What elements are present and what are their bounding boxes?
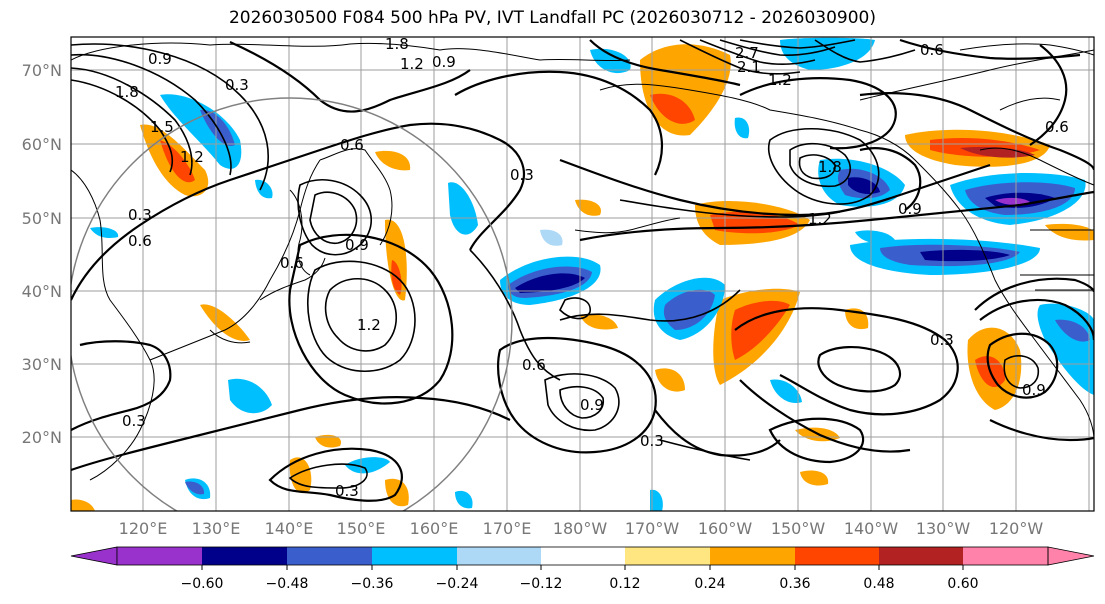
colorbar-segment	[287, 547, 372, 565]
contour-label: 0.3	[930, 331, 954, 349]
colorbar-segment	[963, 547, 1048, 565]
lon-label: 180°W	[553, 519, 608, 538]
lat-label: 50°N	[22, 209, 62, 228]
contour-label: 0.6	[128, 232, 152, 250]
contour-label: 1.2	[808, 210, 832, 228]
colorbar-tick-label: 0.36	[779, 576, 810, 592]
contour-labels: 1.8 1.2 0.9 0.3 1.8 1.5 1.2 0.6 0.9 0.6 …	[115, 35, 1069, 500]
colorbar-tick-label: −0.24	[436, 576, 479, 592]
longitude-axis: 120°E 130°E 140°E 150°E 160°E 170°E 180°…	[119, 519, 1044, 538]
contour-label: 0.9	[432, 53, 456, 71]
contour-label: 0.3	[640, 432, 664, 450]
colorbar-segment	[710, 547, 795, 565]
colorbar-segment	[372, 547, 457, 565]
contour-label: 1.5	[150, 118, 174, 136]
colorbar-outline	[116, 546, 1049, 566]
contour-label: 0.6	[920, 41, 944, 59]
lat-label: 70°N	[22, 61, 62, 80]
lon-label: 140°E	[265, 519, 314, 538]
colorbar-tick-label: 0.48	[863, 576, 894, 592]
contour-label: 0.3	[128, 206, 152, 224]
lat-label: 20°N	[22, 428, 62, 447]
contour-label: 0.6	[340, 136, 364, 154]
colorbar-tick-label: −0.12	[520, 576, 563, 592]
contour-label: 0.6	[1045, 118, 1069, 136]
contour-label: 1.2	[180, 148, 204, 166]
lon-label: 150°W	[771, 519, 826, 538]
lon-label: 150°E	[337, 519, 386, 538]
lon-label: 120°E	[119, 519, 168, 538]
colorbar-segment	[879, 547, 963, 565]
contour-label: 0.6	[522, 356, 546, 374]
contour-label: 1.2	[400, 55, 424, 73]
colorbar-extend-high	[1047, 546, 1095, 566]
contour-label: 0.9	[345, 236, 369, 254]
contour-label: 1.8	[818, 158, 842, 176]
lon-label: 130°E	[192, 519, 241, 538]
contour-label: 0.3	[510, 166, 534, 184]
contour-label: 2.1	[737, 58, 761, 76]
contour-label: 0.9	[148, 50, 172, 68]
pv-contours	[71, 38, 1094, 502]
contour-label: 0.3	[225, 76, 249, 94]
map-title: 2026030500 F084 500 hPa PV, IVT Landfall…	[228, 8, 876, 28]
colorbar-tick-label: −0.36	[351, 576, 394, 592]
contour-label: 0.9	[898, 200, 922, 218]
negative-anomaly-shading	[90, 37, 1094, 511]
colorbar-segment	[117, 547, 202, 565]
contour-label: 1.8	[115, 83, 139, 101]
colorbar-segment	[202, 547, 287, 565]
colorbar-tick-label: −0.60	[181, 576, 224, 592]
lon-label: 160°W	[698, 519, 753, 538]
contour-label: 2.7	[735, 44, 759, 62]
colorbar-segment	[625, 547, 710, 565]
lon-label: 140°W	[844, 519, 899, 538]
lat-label: 30°N	[22, 355, 62, 374]
lon-label: 130°W	[916, 519, 971, 538]
colorbar-segment	[457, 547, 541, 565]
colorbar-segment	[795, 547, 879, 565]
lon-label: 170°E	[483, 519, 532, 538]
lat-label: 40°N	[22, 282, 62, 301]
contour-label: 0.9	[580, 396, 604, 414]
colorbar-tick-label: 0.12	[609, 576, 640, 592]
contour-label: 0.3	[122, 412, 146, 430]
colorbar-segment	[541, 547, 625, 565]
contour-label: 1.2	[357, 316, 381, 334]
colorbar-tick-label: −0.48	[266, 576, 309, 592]
contour-label: 1.2	[768, 71, 792, 89]
reference-circle	[71, 97, 513, 511]
colorbar-tick-label: 0.60	[947, 576, 978, 592]
colorbar-extend-low	[70, 546, 118, 566]
contour-label: 1.8	[385, 35, 409, 53]
colorbar: −0.60 −0.48 −0.36 −0.24 −0.12 0.12 0.24 …	[70, 546, 1095, 592]
lon-label: 120°W	[989, 519, 1044, 538]
map-frame	[70, 36, 1095, 512]
lon-label: 160°E	[410, 519, 459, 538]
contour-label: 0.3	[335, 482, 359, 500]
lat-label: 60°N	[22, 135, 62, 154]
latitude-axis: 70°N 60°N 50°N 40°N 30°N 20°N	[22, 61, 62, 447]
lon-label: 170°W	[625, 519, 680, 538]
colorbar-tick-label: 0.24	[694, 576, 725, 592]
contour-label: 0.9	[1022, 381, 1046, 399]
contour-label: 0.6	[280, 254, 304, 272]
graticule	[71, 37, 1094, 511]
